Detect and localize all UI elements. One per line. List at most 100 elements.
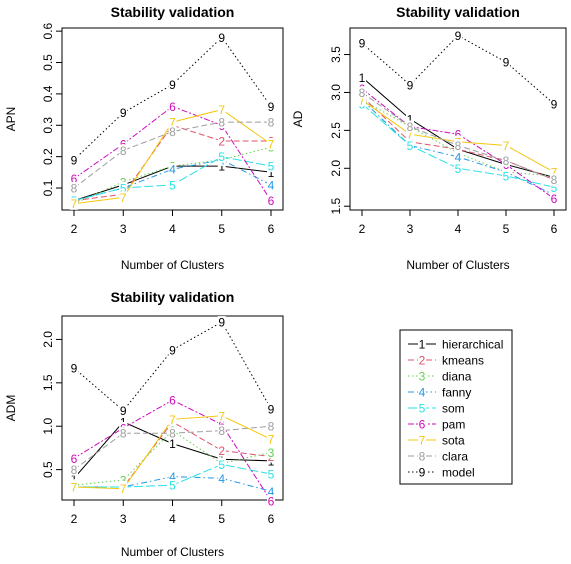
- point-knockout: [168, 78, 177, 91]
- legend-knockout: [418, 466, 426, 478]
- point-marker-clara: 8: [268, 116, 275, 130]
- point-knockout: [267, 467, 275, 480]
- point-knockout: [217, 409, 226, 422]
- x-axis-label: Number of Clusters: [406, 258, 509, 272]
- point-marker-pam: 6: [455, 128, 462, 142]
- point-knockout: [358, 86, 366, 99]
- legend-item-som: 5 som: [408, 402, 465, 416]
- legend-label: som: [442, 402, 465, 416]
- series-line-model: [361, 34, 555, 105]
- legend-item-diana: 3 diana: [408, 370, 472, 384]
- point-knockout: [454, 162, 462, 175]
- y-tick-label: 0.1: [41, 179, 55, 196]
- point-marker-clara: 8: [407, 120, 414, 134]
- point-knockout: [217, 418, 226, 431]
- series-line-diana: [73, 429, 272, 486]
- y-tick-label: 0.4: [41, 85, 55, 102]
- x-axis-label: Number of Clusters: [121, 258, 224, 272]
- point-knockout: [267, 178, 275, 191]
- legend-knockout: [418, 354, 426, 366]
- point-knockout: [502, 169, 510, 182]
- point-marker-hierarchical: 1: [359, 71, 366, 85]
- point-marker-pam: 6: [169, 394, 176, 408]
- y-tick-label: 0.5: [41, 54, 55, 71]
- point-marker-clara: 8: [455, 139, 462, 153]
- point-knockout: [119, 482, 128, 495]
- point-knockout: [70, 197, 78, 210]
- point-knockout: [168, 116, 177, 129]
- point-knockout: [406, 128, 414, 141]
- point-knockout: [168, 100, 177, 113]
- point-marker-som: 5: [551, 181, 558, 195]
- chart-title: Stability validation: [111, 4, 235, 20]
- point-knockout: [267, 166, 275, 179]
- point-knockout: [267, 160, 275, 173]
- legend-symbol: 6: [419, 418, 426, 432]
- point-knockout: [217, 134, 226, 147]
- legend-item-model: 9 model: [408, 466, 475, 480]
- point-marker-clara: 8: [218, 424, 225, 438]
- series-clara: 8 8 8 8 8: [70, 116, 275, 196]
- series-model: 9 9 9 9 9: [70, 316, 275, 418]
- point-knockout: [70, 463, 78, 476]
- point-knockout: [168, 343, 177, 356]
- point-marker-som: 5: [455, 162, 462, 176]
- point-knockout: [502, 154, 510, 167]
- point-knockout: [217, 103, 226, 116]
- point-knockout: [550, 97, 558, 110]
- series-sota: 7 7 7 7 7: [70, 103, 275, 211]
- point-knockout: [502, 139, 510, 152]
- series-model: 9 9 9 9 9: [70, 31, 275, 167]
- point-knockout: [70, 362, 78, 375]
- point-marker-sota: 7: [169, 116, 176, 130]
- point-marker-hierarchical: 1: [268, 166, 275, 180]
- legend-symbol: 3: [419, 370, 426, 384]
- point-marker-clara: 8: [218, 116, 225, 130]
- point-marker-sota: 7: [120, 191, 127, 205]
- x-tick-label: 2: [359, 222, 366, 236]
- point-marker-model: 9: [407, 78, 414, 92]
- point-marker-sota: 7: [407, 128, 414, 142]
- legend-knockout: [418, 434, 426, 446]
- point-marker-model: 9: [218, 31, 225, 45]
- legend-label: fanny: [442, 386, 471, 400]
- point-marker-pam: 6: [268, 494, 275, 508]
- point-knockout: [406, 120, 414, 133]
- legend-label: sota: [442, 434, 465, 448]
- legend-symbol: 4: [419, 386, 426, 400]
- point-marker-som: 5: [169, 178, 176, 192]
- y-tick-label: 1.0: [41, 418, 55, 435]
- point-knockout: [70, 472, 78, 485]
- legend: 1 hierarchical 2 kmeans 3 diana 4 fanny 5 som 6 pam…: [399, 329, 513, 485]
- y-tick-label: 3.5: [329, 46, 343, 63]
- y-tick-label: 0.6: [41, 22, 55, 39]
- legend-knockout: [418, 402, 426, 414]
- series-line-kmeans: [361, 95, 555, 181]
- point-marker-kmeans: 2: [218, 134, 225, 148]
- point-marker-sota: 7: [359, 94, 366, 108]
- x-tick-label: 3: [407, 222, 414, 236]
- point-knockout: [119, 106, 128, 119]
- point-marker-model: 9: [120, 404, 127, 418]
- y-tick-label: 1.5: [329, 198, 343, 215]
- point-knockout: [217, 31, 226, 44]
- legend-label: kmeans: [442, 354, 484, 368]
- point-marker-som: 5: [218, 150, 225, 164]
- point-marker-model: 9: [218, 316, 225, 330]
- point-knockout: [406, 139, 414, 152]
- point-marker-fanny: 4: [169, 470, 176, 484]
- point-knockout: [217, 160, 226, 173]
- point-marker-pam: 6: [551, 192, 558, 206]
- point-marker-sota: 7: [169, 413, 176, 427]
- point-knockout: [550, 173, 558, 186]
- point-knockout: [70, 172, 78, 185]
- point-knockout: [168, 178, 177, 191]
- point-marker-clara: 8: [120, 427, 127, 441]
- point-marker-clara: 8: [169, 125, 176, 139]
- y-tick-label: 2.5: [329, 122, 343, 139]
- point-marker-som: 5: [120, 182, 127, 196]
- point-knockout: [267, 194, 275, 207]
